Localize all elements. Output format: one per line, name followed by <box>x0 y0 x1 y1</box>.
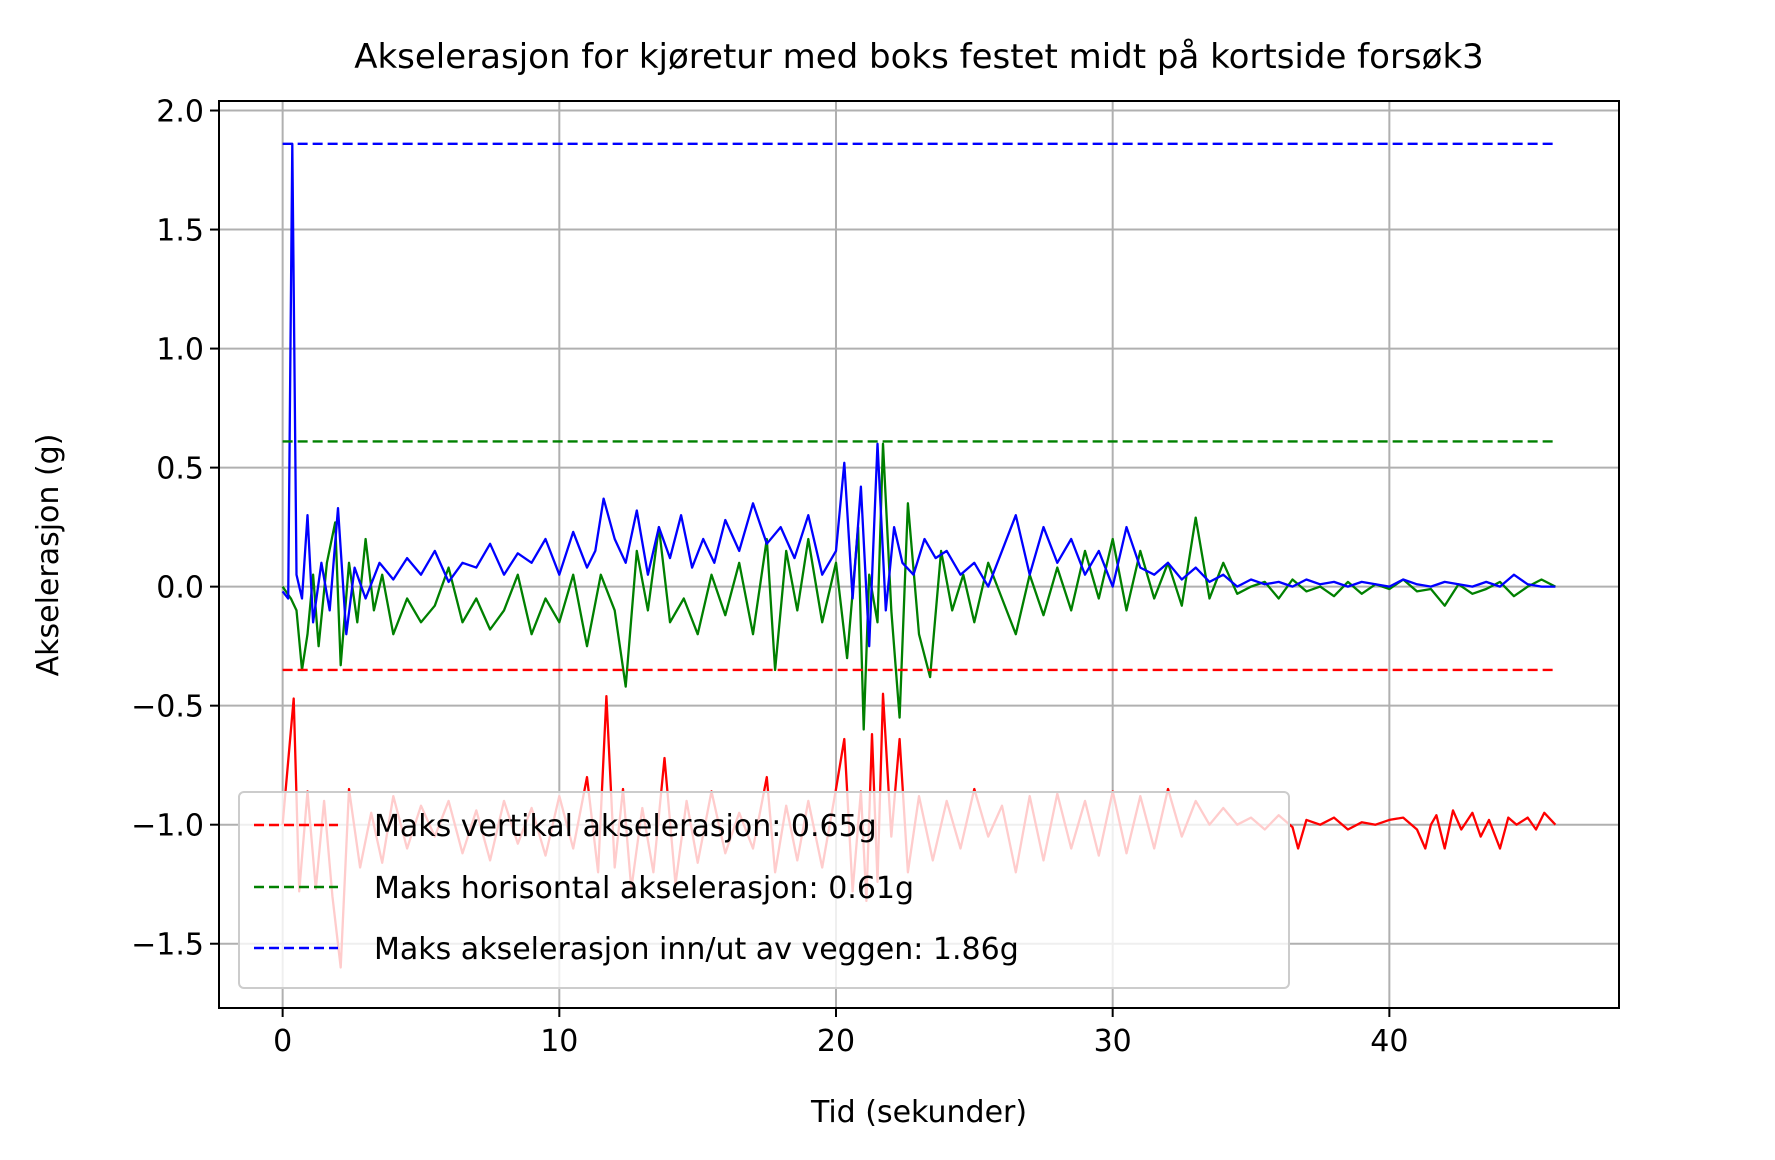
legend-box <box>238 791 1290 989</box>
x-tick-label: 40 <box>1370 1024 1408 1059</box>
x-tick-label: 0 <box>273 1024 292 1059</box>
plot-frame <box>218 100 1620 1009</box>
y-tick-label: 1.5 <box>156 214 204 249</box>
legend: Maks vertikal akselerasjon: 0.65g Maks h… <box>238 791 1290 989</box>
y-tick-label: −1.5 <box>131 928 204 963</box>
chart-title: Akselerasjon for kjøretur med boks feste… <box>354 37 1484 77</box>
y-axis-label: Akselerasjon (g) <box>31 434 66 677</box>
x-tick-label: 10 <box>540 1024 578 1059</box>
axis-ticks: 0 10 20 30 40 −1.5 −1.0 −0.5 0.0 0.5 1.0 1.5 2.0 <box>131 95 1408 1059</box>
legend-label-vertikal: Maks vertikal akselerasjon: 0.65g <box>374 809 877 844</box>
legend-label-inn-ut: Maks akselerasjon inn/ut av veggen: 1.86… <box>374 932 1019 967</box>
y-tick-label: 2.0 <box>156 95 204 130</box>
series-line-horisontal <box>281 442 1556 731</box>
y-tick-label: 0.0 <box>156 571 204 606</box>
series-line-inn-ut <box>281 142 1556 648</box>
y-tick-label: −0.5 <box>131 690 204 725</box>
x-axis-label: Tid (sekunder) <box>810 1095 1027 1130</box>
legend-label-horisontal: Maks horisontal akselerasjon: 0.61g <box>374 871 914 906</box>
y-tick-label: −1.0 <box>131 809 204 844</box>
reference-lines <box>282 142 1556 672</box>
y-tick-label: 0.5 <box>156 452 204 487</box>
x-tick-label: 30 <box>1094 1024 1132 1059</box>
y-tick-label: 1.0 <box>156 333 204 368</box>
x-tick-label: 20 <box>817 1024 855 1059</box>
